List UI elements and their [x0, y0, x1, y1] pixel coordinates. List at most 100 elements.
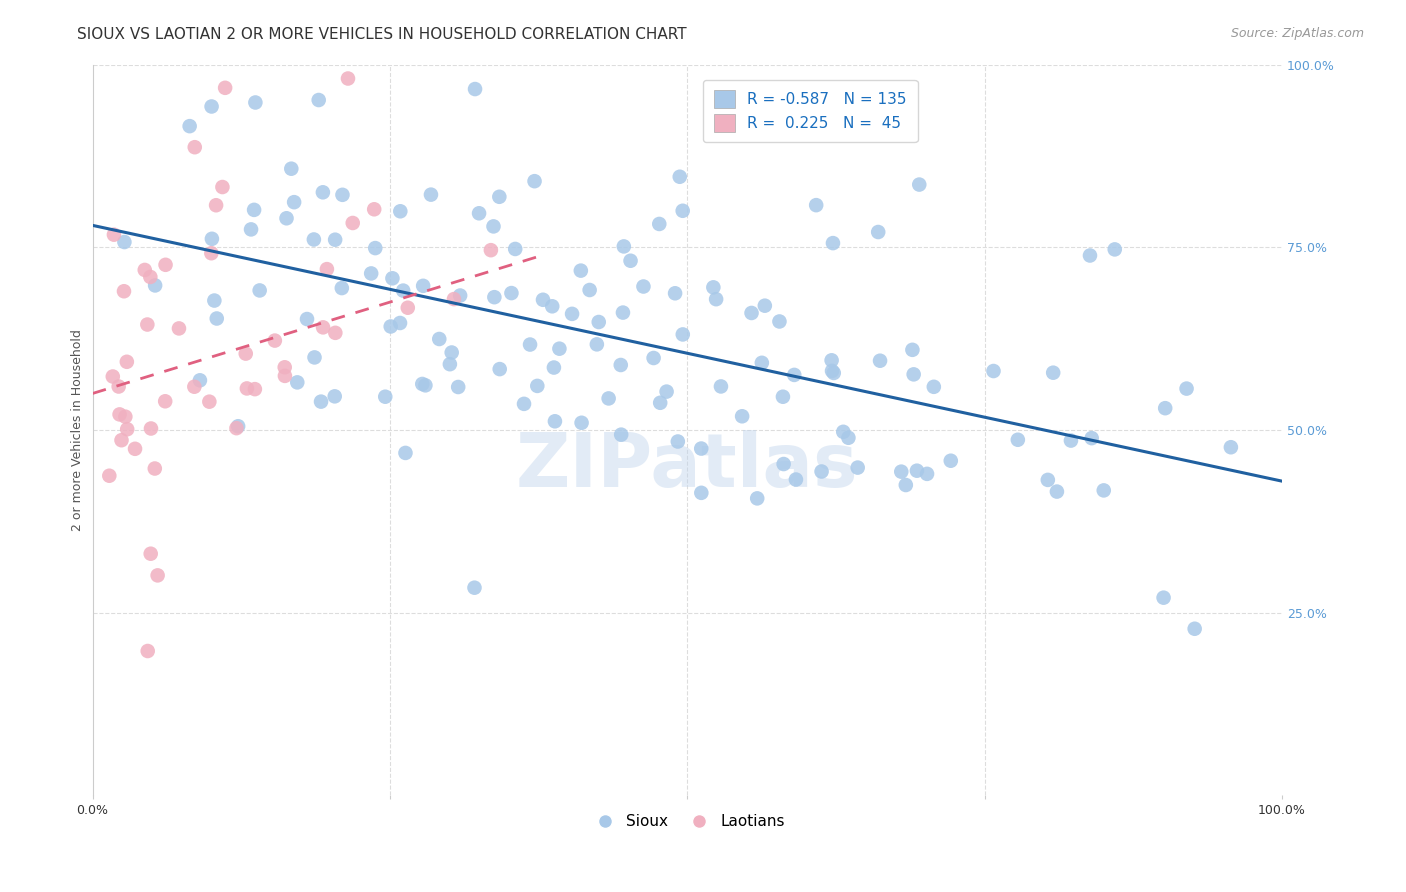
Point	[643, 351, 665, 365]
Point	[211, 180, 233, 194]
Point	[115, 355, 138, 369]
Point	[364, 241, 387, 255]
Point	[731, 409, 754, 424]
Point	[312, 186, 335, 200]
Point	[1175, 382, 1198, 396]
Point	[598, 392, 620, 406]
Point	[134, 263, 156, 277]
Point	[1154, 401, 1177, 416]
Point	[894, 478, 917, 492]
Point	[901, 343, 924, 357]
Point	[503, 242, 526, 256]
Point	[544, 414, 567, 428]
Point	[200, 246, 222, 260]
Point	[655, 384, 678, 399]
Point	[198, 394, 221, 409]
Point	[543, 360, 565, 375]
Point	[302, 232, 325, 246]
Point	[124, 442, 146, 456]
Point	[983, 364, 1005, 378]
Point	[308, 93, 330, 107]
Point	[153, 394, 176, 409]
Point	[415, 378, 437, 392]
Point	[1060, 434, 1083, 448]
Point	[915, 467, 938, 481]
Point	[396, 301, 419, 315]
Point	[280, 161, 302, 176]
Point	[139, 269, 162, 284]
Point	[939, 454, 962, 468]
Point	[107, 379, 129, 393]
Point	[619, 253, 641, 268]
Point	[482, 219, 505, 234]
Point	[561, 307, 583, 321]
Point	[804, 198, 827, 212]
Point	[908, 178, 931, 192]
Point	[710, 379, 733, 393]
Point	[226, 419, 249, 434]
Point	[821, 364, 844, 378]
Point	[205, 198, 228, 212]
Point	[751, 356, 773, 370]
Point	[523, 174, 546, 188]
Point	[98, 468, 121, 483]
Point	[747, 491, 769, 506]
Point	[274, 368, 297, 383]
Point	[823, 366, 845, 380]
Point	[612, 305, 634, 319]
Y-axis label: 2 or more Vehicles in Household: 2 or more Vehicles in Household	[72, 329, 84, 531]
Point	[903, 368, 925, 382]
Point	[114, 409, 136, 424]
Legend: Sioux, Laotians: Sioux, Laotians	[583, 808, 792, 835]
Point	[112, 235, 135, 249]
Point	[115, 422, 138, 436]
Point	[139, 547, 162, 561]
Point	[167, 321, 190, 335]
Point	[143, 461, 166, 475]
Point	[205, 311, 228, 326]
Point	[821, 236, 844, 251]
Point	[420, 187, 443, 202]
Point	[304, 351, 326, 365]
Point	[648, 217, 671, 231]
Point	[664, 286, 686, 301]
Point	[110, 434, 132, 448]
Point	[443, 292, 465, 306]
Point	[202, 293, 225, 308]
Point	[569, 263, 592, 277]
Point	[1007, 433, 1029, 447]
Point	[586, 337, 609, 351]
Point	[1078, 248, 1101, 262]
Point	[548, 342, 571, 356]
Point	[342, 216, 364, 230]
Point	[243, 382, 266, 396]
Point	[666, 434, 689, 449]
Point	[702, 280, 724, 294]
Point	[374, 390, 396, 404]
Point	[235, 346, 257, 360]
Point	[610, 358, 633, 372]
Point	[837, 431, 859, 445]
Point	[337, 71, 360, 86]
Point	[389, 204, 412, 219]
Point	[330, 281, 353, 295]
Point	[179, 119, 201, 133]
Point	[890, 465, 912, 479]
Point	[468, 206, 491, 220]
Point	[146, 568, 169, 582]
Point	[240, 222, 263, 236]
Point	[526, 379, 548, 393]
Point	[263, 334, 285, 348]
Point	[363, 202, 385, 217]
Point	[103, 227, 125, 242]
Point	[484, 290, 506, 304]
Text: ZIPatlas: ZIPatlas	[516, 430, 859, 503]
Point	[380, 319, 402, 334]
Point	[488, 190, 510, 204]
Point	[136, 318, 159, 332]
Point	[325, 326, 347, 340]
Point	[754, 299, 776, 313]
Point	[249, 284, 271, 298]
Point	[108, 408, 131, 422]
Point	[214, 80, 236, 95]
